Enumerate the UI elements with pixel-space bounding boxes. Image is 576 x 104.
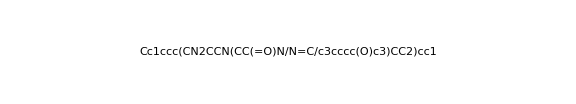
Text: Cc1ccc(CN2CCN(CC(=O)N/N=C/c3cccc(O)c3)CC2)cc1: Cc1ccc(CN2CCN(CC(=O)N/N=C/c3cccc(O)c3)CC… bbox=[139, 47, 437, 57]
